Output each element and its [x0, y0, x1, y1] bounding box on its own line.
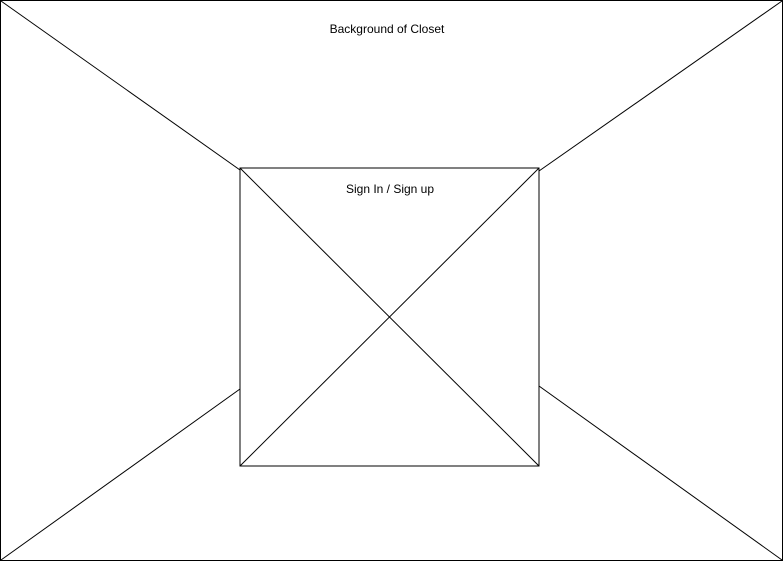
background-diagonal-bottom-right [538, 385, 783, 561]
sign-in-panel-label[interactable]: Sign In / Sign up [345, 182, 435, 196]
background-diagonal-top-left [0, 0, 241, 171]
background-diagonal-bottom-left [0, 388, 241, 561]
background-label: Background of Closet [329, 22, 445, 36]
panel-diagonal-ascending [239, 167, 540, 467]
background-diagonal-top-right [538, 0, 783, 172]
